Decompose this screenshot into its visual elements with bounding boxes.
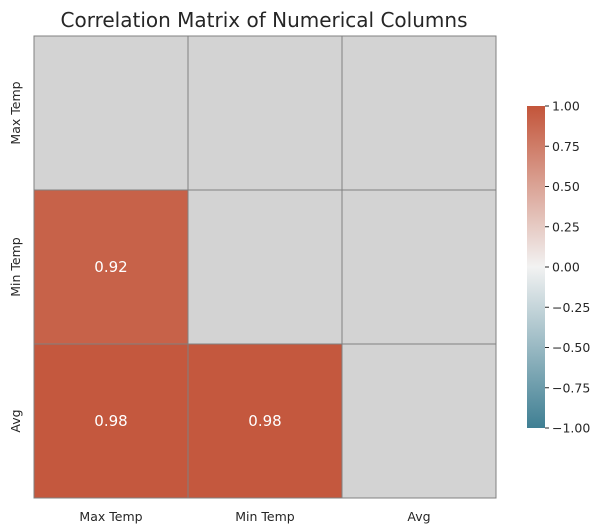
masked-cell	[187, 35, 343, 191]
colorbar-tick-label: −0.50	[552, 340, 590, 355]
colorbar-tick-label: 0.00	[552, 260, 580, 275]
masked-cell	[341, 35, 497, 191]
colorbar-tick-label: −1.00	[552, 421, 590, 436]
y-tick-label: Min Temp	[8, 237, 23, 297]
colorbar-tick-label: 1.00	[552, 99, 580, 114]
heatmap-cell	[187, 343, 343, 499]
heatmap-cell	[33, 343, 189, 499]
colorbar-gradient	[527, 106, 545, 428]
colorbar-tick-label: 0.25	[552, 219, 580, 234]
cell-value-label: 0.98	[248, 412, 281, 430]
x-tick-label: Min Temp	[235, 509, 295, 524]
x-tick-label: Avg	[407, 509, 430, 524]
colorbar-tick-label: −0.25	[552, 300, 590, 315]
heatmap-cell	[33, 189, 189, 345]
x-tick-label: Max Temp	[79, 509, 142, 524]
masked-cell	[187, 189, 343, 345]
y-tick-label: Max Temp	[8, 81, 23, 144]
heatmap-cells: 0.92 0.98 0.98	[33, 35, 497, 499]
colorbar: 1.00 0.75 0.50 0.25 0.00 −0.25 −0.50 −0.75 −1.00	[527, 99, 590, 436]
y-tick-label: Avg	[8, 409, 23, 432]
cell-value-label: 0.98	[94, 412, 127, 430]
chart-title: Correlation Matrix of Numerical Columns	[61, 8, 468, 32]
x-axis-tick-labels: Max Temp Min Temp Avg	[79, 509, 430, 524]
masked-cell	[341, 343, 497, 499]
colorbar-ticks: 1.00 0.75 0.50 0.25 0.00 −0.25 −0.50 −0.75 −1.00	[545, 99, 590, 436]
masked-cell	[341, 189, 497, 345]
masked-cell	[33, 35, 189, 191]
colorbar-tick-label: 0.50	[552, 179, 580, 194]
colorbar-tick-label: −0.75	[552, 380, 590, 395]
cell-value-label: 0.92	[94, 258, 127, 276]
y-axis-tick-labels: Max Temp Min Temp Avg	[8, 81, 23, 432]
colorbar-tick-label: 0.75	[552, 139, 580, 154]
